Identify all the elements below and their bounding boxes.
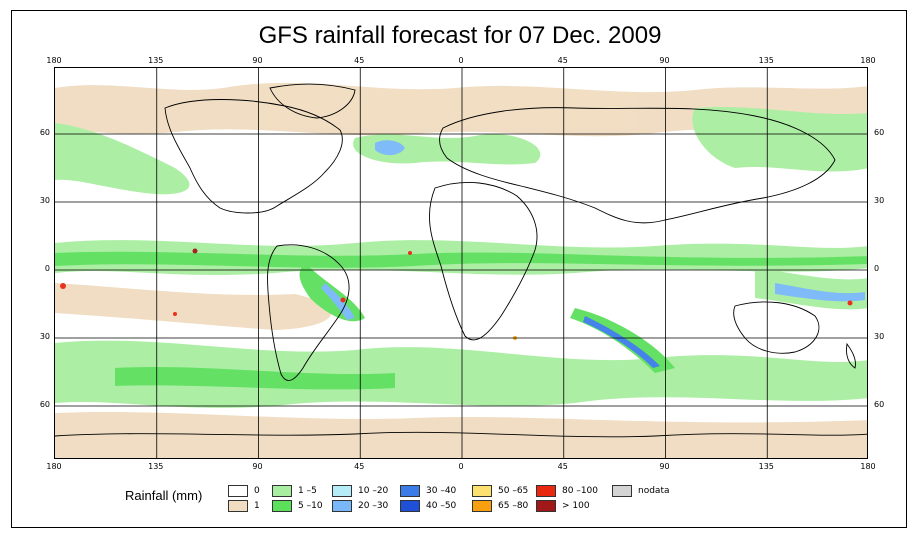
- legend-label: 50 –65: [498, 486, 529, 496]
- legend-label: 65 –80: [498, 501, 529, 511]
- latitude-tick-label: 60: [874, 128, 885, 137]
- continent-outlines: [55, 83, 867, 438]
- latitude-tick-label: 0: [44, 264, 50, 273]
- legend-swatch: [612, 485, 632, 497]
- legend-item: 30 –40: [400, 485, 456, 497]
- legend-item: > 100: [536, 500, 590, 512]
- legend-item: 10 –20: [332, 485, 388, 497]
- longitude-tick-label: 90: [659, 462, 670, 471]
- rainfall-map: [54, 67, 868, 459]
- longitude-tick-label: 180: [46, 56, 62, 65]
- latitude-tick-label: 30: [874, 196, 885, 205]
- legend-swatch: [536, 500, 556, 512]
- longitude-tick-label: 180: [860, 56, 876, 65]
- longitude-tick-label: 45: [557, 56, 568, 65]
- longitude-tick-label: 135: [148, 462, 164, 471]
- legend-swatch: [472, 500, 492, 512]
- legend-swatch: [272, 485, 292, 497]
- latitude-tick-label: 30: [874, 332, 885, 341]
- legend-swatch: [228, 500, 248, 512]
- legend-label: 5 –10: [298, 501, 323, 511]
- legend-item: 65 –80: [472, 500, 528, 512]
- latitude-tick-label: 60: [874, 400, 885, 409]
- longitude-tick-label: 45: [557, 462, 568, 471]
- figure-frame: [11, 10, 907, 528]
- legend-swatch: [536, 485, 556, 497]
- longitude-tick-label: 90: [659, 56, 670, 65]
- legend-label: 1: [254, 501, 260, 511]
- legend-swatch: [228, 485, 248, 497]
- legend-label: nodata: [638, 486, 670, 496]
- legend-label: 20 –30: [358, 501, 389, 511]
- legend-label: 1 –5: [298, 486, 317, 496]
- legend-item: 40 –50: [400, 500, 456, 512]
- map-title: GFS rainfall forecast for 07 Dec. 2009: [258, 22, 662, 49]
- legend-label: 0: [254, 486, 260, 496]
- legend-label: 40 –50: [426, 501, 457, 511]
- legend-swatch: [400, 500, 420, 512]
- longitude-tick-label: 0: [458, 462, 464, 471]
- legend-item: 5 –10: [272, 500, 323, 512]
- legend-label: 10 –20: [358, 486, 389, 496]
- longitude-tick-label: 45: [354, 56, 365, 65]
- graticule: [55, 68, 867, 458]
- legend-swatch: [332, 500, 352, 512]
- map-canvas: [55, 68, 867, 458]
- legend-item: 50 –65: [472, 485, 528, 497]
- legend-item: 20 –30: [332, 500, 388, 512]
- latitude-tick-label: 60: [39, 400, 50, 409]
- legend-item: 1 –5: [272, 485, 317, 497]
- latitude-tick-label: 30: [39, 196, 50, 205]
- longitude-tick-label: 90: [252, 56, 263, 65]
- legend-swatch: [332, 485, 352, 497]
- legend-label: 80 –100: [562, 486, 598, 496]
- longitude-tick-label: 0: [458, 56, 464, 65]
- latitude-tick-label: 60: [39, 128, 50, 137]
- legend-label: 30 –40: [426, 486, 457, 496]
- legend-item: nodata: [612, 485, 669, 497]
- legend-label: > 100: [562, 501, 590, 511]
- longitude-tick-label: 45: [354, 462, 365, 471]
- legend-swatch: [400, 485, 420, 497]
- longitude-tick-label: 180: [860, 462, 876, 471]
- longitude-tick-label: 135: [758, 462, 774, 471]
- legend-item: 1: [228, 500, 260, 512]
- legend-item: 0: [228, 485, 260, 497]
- legend-item: 80 –100: [536, 485, 598, 497]
- longitude-tick-label: 90: [252, 462, 263, 471]
- longitude-tick-label: 135: [148, 56, 164, 65]
- legend-swatch: [272, 500, 292, 512]
- legend-swatch: [472, 485, 492, 497]
- longitude-tick-label: 135: [758, 56, 774, 65]
- latitude-tick-label: 30: [39, 332, 50, 341]
- longitude-tick-label: 180: [46, 462, 62, 471]
- latitude-tick-label: 0: [874, 264, 880, 273]
- rainfall-bands: [55, 82, 867, 458]
- legend-title: Rainfall (mm): [125, 488, 203, 503]
